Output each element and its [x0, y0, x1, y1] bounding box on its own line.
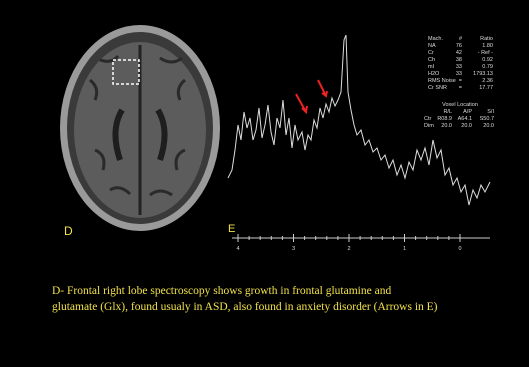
- voxel-cell: A/P: [463, 109, 472, 115]
- axis-label: 3: [292, 246, 295, 252]
- voxel-cell: R08.9: [437, 116, 452, 122]
- caption: glutamate (Glx), found usualy in ASD, al…: [52, 301, 438, 313]
- metric-cell: Mach.: [428, 36, 443, 42]
- metric-cell: 76: [456, 43, 462, 49]
- metric-cell: 38: [456, 57, 462, 63]
- voxel-cell: 20.0: [461, 123, 472, 129]
- metric-cell: 0.79: [482, 64, 493, 70]
- metric-cell: Cr: [428, 50, 434, 56]
- metric-cell: 2.36: [482, 78, 493, 84]
- metric-cell: mI: [428, 64, 435, 70]
- metric-cell: RMS Noise: [428, 78, 456, 84]
- axis-label: 4: [236, 246, 239, 252]
- voxel-cell: Ctr: [424, 116, 432, 122]
- metric-cell: Ch: [428, 57, 435, 63]
- slide: D E Mach.#RatioNA761.80Cr42- Ref -Ch380.…: [0, 0, 529, 367]
- metric-cell: 33: [456, 64, 462, 70]
- voxel-cell: S/I: [487, 109, 494, 115]
- mri-image: [60, 25, 220, 231]
- voxel-title: Voxel Location: [442, 102, 478, 108]
- metric-cell: 1.80: [482, 43, 493, 49]
- axis-label: 2: [347, 246, 350, 252]
- metric-cell: Ratio: [480, 36, 493, 42]
- metric-cell: =: [459, 85, 462, 91]
- metric-cell: NA: [428, 43, 436, 49]
- caption: D- Frontal right lobe spectroscopy shows…: [52, 285, 391, 297]
- metric-cell: 42: [456, 50, 462, 56]
- voxel-cell: Dim: [424, 123, 434, 129]
- metric-cell: H2O: [428, 71, 440, 77]
- metric-cell: 33: [456, 71, 462, 77]
- metric-cell: 17.77: [479, 85, 493, 91]
- panel-label: E: [228, 223, 235, 235]
- metric-cell: =: [459, 78, 462, 84]
- voxel-cell: A64.1: [458, 116, 472, 122]
- voxel-cell: 20.0: [483, 123, 494, 129]
- voxel-cell: S50.7: [480, 116, 494, 122]
- panel-label: D: [64, 224, 73, 238]
- metric-cell: 0.92: [482, 57, 493, 63]
- voxel-cell: R/L: [443, 109, 452, 115]
- metric-cell: 1793.13: [473, 71, 493, 77]
- metric-cell: - Ref -: [478, 50, 493, 56]
- axis-label: 1: [403, 246, 406, 252]
- axis-label: 0: [458, 246, 461, 252]
- page: D E Mach.#RatioNA761.80Cr42- Ref -Ch380.…: [0, 0, 529, 367]
- voxel-cell: 20.0: [441, 123, 452, 129]
- metric-cell: Cr SNR: [428, 85, 447, 91]
